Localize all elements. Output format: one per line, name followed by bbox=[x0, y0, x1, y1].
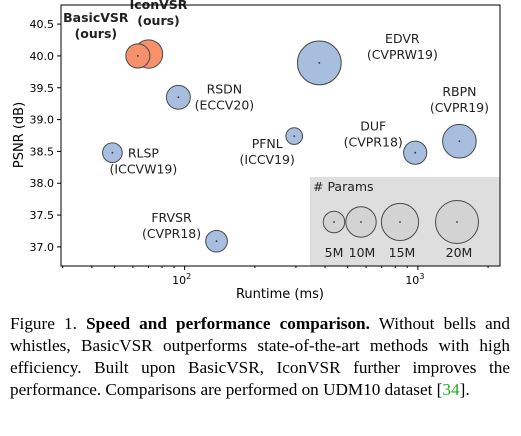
caption-prefix: Figure 1. bbox=[10, 314, 87, 333]
point-label-duf: (CVPR18) bbox=[344, 135, 403, 150]
point-label-rbpn: (CVPR19) bbox=[430, 100, 489, 115]
size-legend: # Params 5M 10M 15M 20M bbox=[313, 179, 479, 260]
y-tick-label: 37.5 bbox=[30, 209, 55, 222]
point-center-dot bbox=[458, 140, 461, 143]
point-center-dot bbox=[414, 151, 417, 154]
caption-reference-link[interactable]: 34 bbox=[442, 380, 460, 399]
y-tick-label: 38.5 bbox=[30, 145, 55, 158]
point-center-dot bbox=[177, 96, 180, 99]
x-tick-base: 10 bbox=[405, 274, 419, 287]
y-tick-label: 39.5 bbox=[30, 82, 55, 95]
point-label-frvsr: FRVSR bbox=[151, 210, 192, 225]
plot-frame bbox=[60, 4, 501, 267]
point-label-edvr: (CVPRW19) bbox=[367, 47, 438, 62]
size-legend-center-dot bbox=[399, 221, 401, 223]
caption-end: ]. bbox=[459, 380, 470, 399]
point-label-rsdn: RSDN bbox=[207, 81, 243, 96]
x-tick-exponent: 2 bbox=[186, 272, 191, 281]
y-tick-label: 39.0 bbox=[30, 114, 55, 127]
caption-body: Without bells and whistles, BasicVSR out… bbox=[10, 314, 510, 399]
caption-title: Speed and performance comparison. bbox=[86, 314, 370, 333]
x-tick-exponent: 3 bbox=[419, 272, 424, 281]
point-label-basicvsr: (ours) bbox=[75, 26, 118, 41]
speed-performance-chart: 37.037.538.038.539.039.540.040.5 102 103 … bbox=[12, 0, 501, 302]
y-axis-ticks: 37.0 37.5 38.0 38.5 39.0 39.5 40.0 40.5 bbox=[30, 18, 61, 254]
y-tick-label: 40.0 bbox=[30, 50, 55, 63]
point-center-dot bbox=[318, 62, 321, 64]
point-center-dot bbox=[136, 55, 139, 57]
size-legend-center-dot bbox=[360, 221, 362, 223]
y-axis-label: PSNR (dB) bbox=[12, 102, 27, 168]
point-center-dot bbox=[293, 135, 296, 138]
y-tick-label: 38.0 bbox=[30, 177, 55, 190]
point-label-rlsp: RLSP bbox=[128, 146, 160, 161]
x-tick-label: 102 bbox=[172, 272, 191, 287]
point-label-iconvsr: IconVSR bbox=[130, 0, 188, 12]
point-center-dot bbox=[111, 151, 114, 154]
size-legend-title: # Params bbox=[313, 179, 374, 194]
point-center-dot bbox=[215, 240, 218, 243]
y-tick-label: 37.0 bbox=[30, 241, 55, 254]
point-label-pfnl: PFNL bbox=[252, 136, 283, 151]
x-axis-label: Runtime (ms) bbox=[236, 287, 324, 302]
size-legend-label: 10M bbox=[349, 245, 376, 260]
figure-caption: Figure 1. Speed and performance comparis… bbox=[10, 313, 510, 401]
y-tick-label: 40.5 bbox=[30, 18, 55, 31]
data-points: BasicVSR(ours)IconVSR(ours)EDVR(CVPRW19)… bbox=[63, 0, 489, 253]
size-legend-label: 5M bbox=[325, 245, 344, 260]
x-axis-ticks: 102 103 bbox=[62, 266, 489, 287]
size-legend-center-dot bbox=[333, 221, 335, 223]
x-tick-label: 103 bbox=[405, 272, 424, 287]
point-label-edvr: EDVR bbox=[385, 31, 420, 46]
x-tick-base: 10 bbox=[172, 274, 186, 287]
point-label-iconvsr: (ours) bbox=[137, 13, 180, 28]
size-legend-center-dot bbox=[456, 221, 458, 223]
point-label-duf: DUF bbox=[360, 119, 386, 134]
point-label-rsdn: (ECCV20) bbox=[195, 97, 255, 112]
size-legend-label: 20M bbox=[446, 245, 473, 260]
point-label-basicvsr: BasicVSR bbox=[63, 10, 129, 25]
point-label-rlsp: (ICCVW19) bbox=[110, 162, 178, 177]
point-label-rbpn: RBPN bbox=[442, 84, 476, 99]
point-label-frvsr: (CVPR18) bbox=[142, 226, 201, 241]
size-legend-label: 15M bbox=[389, 245, 416, 260]
point-label-pfnl: (ICCV19) bbox=[240, 152, 295, 167]
